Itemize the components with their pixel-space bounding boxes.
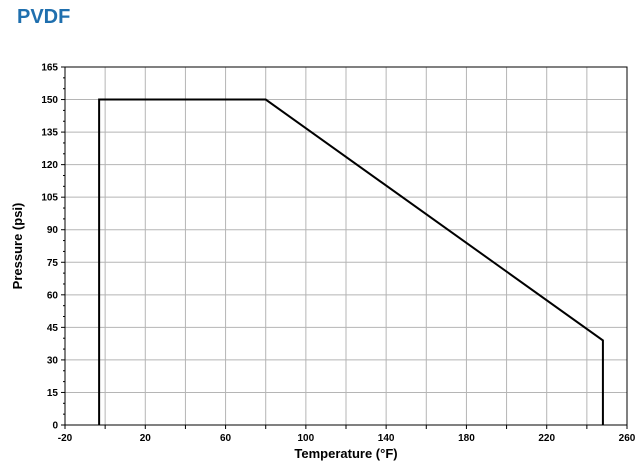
- x-tick-label: 140: [378, 433, 395, 444]
- y-axis-label: Pressure (psi): [10, 203, 25, 290]
- y-tick-label: 30: [47, 355, 59, 366]
- x-axis-ticks: -20 20 60 100 140 180 220 260: [58, 425, 636, 444]
- y-tick-label: 75: [47, 258, 59, 269]
- y-tick-label: 15: [47, 388, 59, 399]
- x-tick-label: 180: [458, 433, 475, 444]
- x-axis-label: Temperature (°F): [294, 446, 397, 461]
- y-tick-label: 150: [41, 95, 58, 106]
- y-tick-label: 60: [47, 290, 59, 301]
- x-tick-label: 260: [619, 433, 636, 444]
- x-tick-label: -20: [58, 433, 73, 444]
- x-tick-label: 20: [140, 433, 152, 444]
- y-tick-label: 165: [41, 63, 58, 74]
- y-tick-label: 45: [47, 323, 59, 334]
- y-tick-label: 0: [52, 421, 58, 432]
- x-tick-label: 60: [220, 433, 232, 444]
- y-tick-label: 105: [41, 193, 58, 204]
- series-group: [98, 98, 604, 425]
- x-tick-label: 100: [298, 433, 315, 444]
- y-tick-label: 120: [41, 160, 58, 171]
- x-tick-label: 220: [538, 433, 555, 444]
- y-tick-label: 90: [47, 225, 59, 236]
- grid-lines: [64, 66, 628, 426]
- y-tick-label: 135: [41, 128, 58, 139]
- page-title: PVDF: [17, 6, 71, 28]
- y-axis-ticks: 0 15 30 45 60 75 90 105 120 135 150 165: [41, 63, 65, 432]
- series-line: [98, 98, 604, 425]
